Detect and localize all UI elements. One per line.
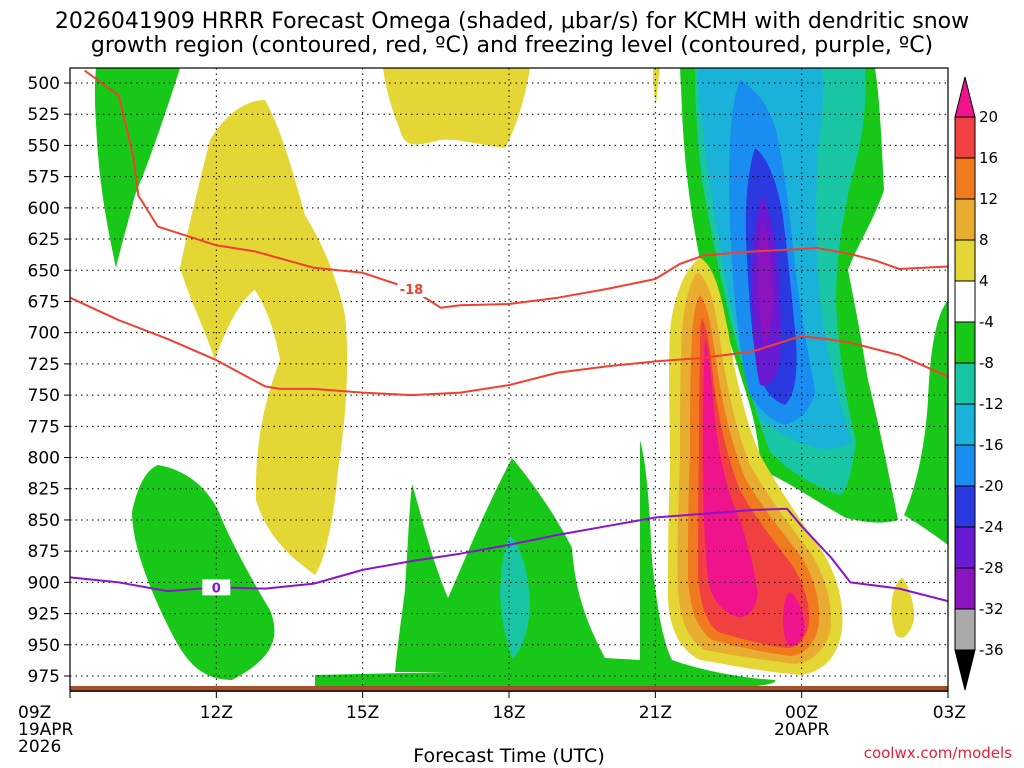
colorbar: -36 -32 -28 -24 -20 -16 -12 -8 -4 4 8 12 16 20 (954, 76, 1004, 691)
y-tick-label: 850 (28, 511, 60, 531)
colorbar-segment (954, 321, 976, 364)
x-tick-label: 18Z (492, 703, 525, 723)
contour-dendritic-top-minus18 (84, 69, 948, 309)
y-tick-label: 950 (28, 636, 60, 656)
omega-region-yellow-upper (383, 68, 530, 148)
colorbar-segment (954, 567, 976, 610)
contour-dendritic-bottom (70, 296, 948, 397)
y-tick-label: 700 (28, 324, 60, 344)
x-tick-label: 2026 (18, 737, 61, 757)
contour-label: -18 (400, 283, 424, 298)
y-tick-label: 900 (28, 573, 60, 593)
colorbar-segment (954, 608, 976, 651)
grid-lines (70, 68, 948, 691)
y-tick-label: 550 (28, 136, 60, 156)
omega-region-green-far-right (904, 300, 948, 545)
chart-title-line1: 2026041909 HRRR Forecast Omega (shaded, … (55, 9, 969, 34)
colorbar-segment (954, 362, 976, 405)
omega-shading (94, 68, 948, 690)
colorbar-segment (954, 485, 976, 528)
omega-region-magenta-lower (783, 592, 805, 646)
omega-region-green-bottom-strip (315, 658, 652, 690)
omega-region-green-upper-left (94, 68, 180, 268)
y-tick-label: 750 (28, 386, 60, 406)
y-tick-label: 975 (28, 667, 60, 687)
colorbar-tick-label: -28 (979, 559, 1004, 577)
colorbar-segment (954, 198, 976, 241)
omega-region-green-lower-left (132, 465, 275, 680)
x-tick-label: 00Z (785, 703, 818, 723)
contour-label-bg (397, 280, 426, 297)
x-tick-label: 12Z (200, 703, 233, 723)
omega-region-yellow-left-column (180, 100, 348, 575)
y-tick-label: 525 (28, 105, 60, 125)
colorbar-tick-label: -36 (979, 641, 1004, 659)
x-tick-label: 03Z (933, 703, 966, 723)
colorbar-top-triangle (954, 76, 976, 118)
colorbar-bottom-triangle (954, 649, 976, 691)
colorbar-tick-label: 4 (979, 272, 989, 290)
omega-region-teal-small (500, 535, 530, 658)
y-tick-label: 600 (28, 199, 60, 219)
colorbar-segment (954, 280, 976, 323)
colorbar-segment (954, 444, 976, 487)
y-tick-label: 650 (28, 261, 60, 281)
contour-label-bg (202, 579, 231, 596)
colorbar-tick-label: -16 (979, 436, 1004, 454)
x-axis-label: Forecast Time (UTC) (413, 745, 604, 767)
y-axis-ticks: 500 525 550 575 600 625 650 675 700 725 750 775 800 8… (28, 74, 70, 687)
colorbar-tick-label: -4 (979, 313, 994, 331)
colorbar-segment (954, 116, 976, 159)
x-tick-label: 21Z (639, 703, 672, 723)
colorbar-segment (954, 526, 976, 569)
y-tick-label: 800 (28, 449, 60, 469)
colorbar-tick-label: 12 (979, 190, 998, 208)
colorbar-segment (954, 403, 976, 446)
x-tick-label: 09Z (18, 703, 51, 723)
contour-freezing-level-0C (70, 507, 948, 603)
colorbar-segment (954, 239, 976, 282)
x-tick-label: 20APR (774, 720, 830, 740)
colorbar-segment (954, 157, 976, 200)
contour-lines: -18 0 (70, 69, 948, 603)
y-tick-label: 875 (28, 542, 60, 562)
omega-region-green-lower-right (640, 440, 776, 690)
y-tick-label: 500 (28, 74, 60, 94)
omega-region-magenta-main (703, 338, 758, 618)
ground-strip (70, 686, 948, 692)
colorbar-tick-label: 8 (979, 231, 989, 249)
y-tick-label: 675 (28, 292, 60, 312)
omega-region-yellow-sliver (653, 68, 660, 105)
y-tick-label: 575 (28, 168, 60, 188)
colorbar-tick-label: -8 (979, 354, 994, 372)
colorbar-tick-label: -20 (979, 477, 1004, 495)
omega-region-yellow-right (891, 578, 915, 638)
y-tick-label: 625 (28, 230, 60, 250)
colorbar-tick-label: 16 (979, 149, 998, 167)
chart-title-line2: growth region (contoured, red, ºC) and f… (91, 33, 933, 58)
y-tick-label: 725 (28, 355, 60, 375)
colorbar-tick-label: -24 (979, 518, 1004, 536)
y-tick-label: 825 (28, 480, 60, 500)
y-tick-label: 775 (28, 417, 60, 437)
x-tick-label: 19APR (18, 720, 74, 740)
contour-label: 0 (212, 581, 221, 596)
colorbar-tick-label: 20 (979, 108, 998, 126)
colorbar-tick-label: -32 (979, 600, 1004, 618)
x-tick-label: 15Z (346, 703, 379, 723)
colorbar-tick-label: -12 (979, 395, 1004, 413)
credit-link[interactable]: coolwx.com/models (864, 744, 1012, 762)
y-tick-label: 925 (28, 605, 60, 625)
omega-region-green-center (395, 458, 605, 672)
